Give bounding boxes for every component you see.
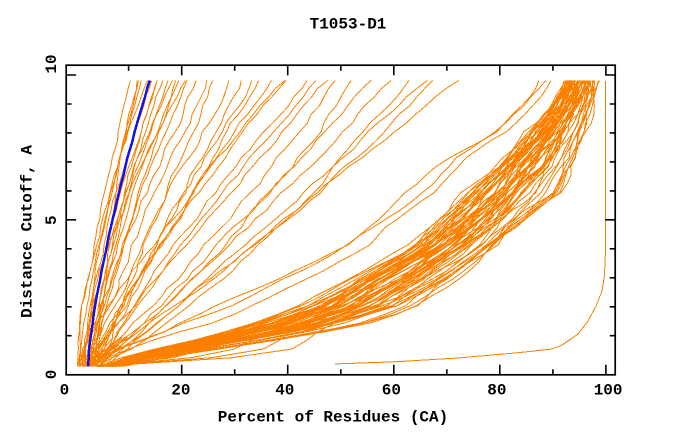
svg-text:0: 0: [60, 382, 70, 400]
svg-text:10: 10: [43, 54, 61, 73]
svg-text:5: 5: [43, 215, 61, 225]
svg-text:60: 60: [382, 382, 401, 400]
svg-text:80: 80: [487, 382, 506, 400]
svg-text:Distance Cutoff, A: Distance Cutoff, A: [19, 145, 37, 318]
svg-text:0: 0: [43, 370, 61, 380]
svg-text:T1053-D1: T1053-D1: [310, 16, 387, 34]
svg-text:40: 40: [275, 382, 294, 400]
svg-text:Percent of Residues (CA): Percent of Residues (CA): [218, 408, 448, 426]
svg-text:20: 20: [171, 382, 190, 400]
svg-text:100: 100: [594, 382, 623, 400]
